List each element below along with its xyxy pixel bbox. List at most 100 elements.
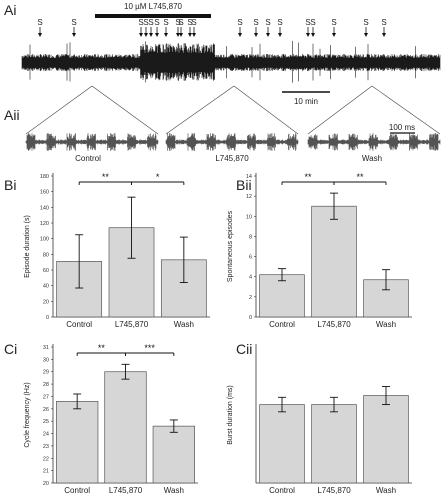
- significance-label: **: [98, 343, 106, 353]
- episode-marker-label: S: [148, 18, 153, 27]
- category-label: L745,870: [317, 486, 351, 495]
- significance-label: *: [156, 172, 160, 182]
- y-tick-label: 25: [43, 419, 49, 425]
- episode-marker-arrowhead: [144, 33, 148, 37]
- episode-marker-label: S: [138, 18, 143, 27]
- episode-marker-arrowhead: [176, 33, 180, 37]
- episode-marker-label: S: [237, 18, 242, 27]
- episode-marker-arrowhead: [192, 33, 196, 37]
- bar-l745870: [311, 404, 357, 484]
- episode-marker-arrowhead: [266, 33, 270, 37]
- aii-label-wash: Wash: [362, 154, 382, 163]
- y-tick-label: 31: [43, 345, 49, 351]
- y-axis-label: Spontaneous episodes: [227, 210, 234, 282]
- episode-marker-arrowhead: [188, 33, 192, 37]
- episode-marker-label: S: [178, 18, 183, 27]
- significance-label: ***: [144, 343, 155, 353]
- aii-label-l745870: L745,870: [215, 154, 249, 163]
- episode-marker-arrowhead: [179, 33, 183, 37]
- panel-label-bii: Bii: [236, 177, 252, 193]
- episode-marker-label: S: [277, 18, 282, 27]
- bar-wash: [363, 395, 409, 484]
- episode-marker-arrowhead: [364, 33, 368, 37]
- episode-marker-label: S: [265, 18, 270, 27]
- y-tick-label: 24: [43, 432, 49, 438]
- category-label: Wash: [376, 320, 396, 329]
- panel-label-aii: Aii: [4, 107, 20, 123]
- y-tick-label: 14: [246, 174, 252, 180]
- episode-marker-label: S: [154, 18, 159, 27]
- episode-marker-arrowhead: [149, 33, 153, 37]
- episode-marker-label: S: [310, 18, 315, 27]
- y-tick-label: 60: [43, 268, 49, 274]
- episode-marker-label: S: [187, 18, 192, 27]
- episode-marker-label: S: [37, 18, 42, 27]
- y-tick-label: 140: [40, 205, 49, 211]
- episode-marker-arrowhead: [332, 33, 336, 37]
- episode-marker-label: S: [143, 18, 148, 27]
- y-axis-label: Burst duration (ms): [227, 385, 234, 445]
- short-trace-1: [165, 133, 299, 151]
- long-trace-ai: [21, 40, 441, 83]
- episode-marker-arrowhead: [311, 33, 315, 37]
- panel-label-bi: Bi: [4, 177, 16, 193]
- y-tick-label: 4: [249, 275, 252, 281]
- episode-marker-arrowhead: [306, 33, 310, 37]
- y-tick-label: 30: [43, 357, 49, 363]
- episode-marker-arrowhead: [238, 33, 242, 37]
- short-trace-0: [25, 133, 159, 151]
- bar-l745870: [311, 205, 357, 318]
- y-tick-label: 0: [46, 315, 49, 321]
- episode-marker-label: S: [381, 18, 386, 27]
- y-tick-label: 6: [249, 255, 252, 261]
- episode-marker-label: S: [363, 18, 368, 27]
- episode-marker-arrowhead: [254, 33, 258, 37]
- chart-bii: 0 2 4 6 8 10 12 14 Spontaneous episodes Control L7…: [227, 172, 412, 329]
- drug-label: 10 µM L745,870: [124, 2, 183, 11]
- scale-label-10min: 10 min: [294, 97, 318, 106]
- category-label: L745,870: [317, 320, 351, 329]
- episode-marker-arrowhead: [139, 33, 143, 37]
- y-tick-label: 27: [43, 394, 49, 400]
- category-label: Wash: [174, 320, 194, 329]
- y-tick-label: 12: [246, 194, 252, 200]
- bar-control: [259, 274, 305, 318]
- significance-label: **: [102, 172, 110, 182]
- episode-marker-label: S: [191, 18, 196, 27]
- short-trace-2: [307, 133, 441, 151]
- category-label: Control: [269, 320, 295, 329]
- significance-label: **: [356, 172, 364, 182]
- category-label: Wash: [164, 486, 184, 495]
- category-label: Control: [269, 486, 295, 495]
- category-label: L745,870: [115, 320, 149, 329]
- short-traces-aii: [25, 133, 441, 151]
- scale-label-100ms: 100 ms: [389, 123, 415, 132]
- y-tick-label: 28: [43, 382, 49, 388]
- y-tick-label: 180: [40, 174, 49, 180]
- y-tick-label: 100: [40, 237, 49, 243]
- category-label: Control: [64, 486, 90, 495]
- y-tick-label: 80: [43, 252, 49, 258]
- episode-marker-arrowhead: [72, 33, 76, 37]
- episode-marker-label: S: [71, 18, 76, 27]
- category-label: L745,870: [109, 486, 143, 495]
- episode-marker-arrowhead: [278, 33, 282, 37]
- episode-marker-label: S: [331, 18, 336, 27]
- episode-markers: S S S S S S S SS SS S S S S S S S S S: [37, 18, 387, 37]
- y-tick-label: 10: [246, 214, 252, 220]
- bar-wash: [152, 425, 195, 484]
- chart-ci: 20 21 22 23 24 25 26 27 28 29 30 31 Cycle frequency …: [24, 343, 198, 495]
- episode-marker-arrowhead: [164, 33, 168, 37]
- y-tick-label: 21: [43, 469, 49, 475]
- panel-label-ai: Ai: [4, 2, 16, 18]
- y-axis-label: Cycle frequency (Hz): [24, 382, 31, 447]
- bar-control: [259, 404, 305, 484]
- y-tick-label: 160: [40, 190, 49, 196]
- panel-label-cii: Cii: [236, 341, 252, 357]
- y-tick-label: 22: [43, 456, 49, 462]
- y-tick-label: 23: [43, 444, 49, 450]
- bar-control: [56, 401, 99, 484]
- category-label: Control: [66, 320, 92, 329]
- y-tick-label: 0: [249, 315, 252, 321]
